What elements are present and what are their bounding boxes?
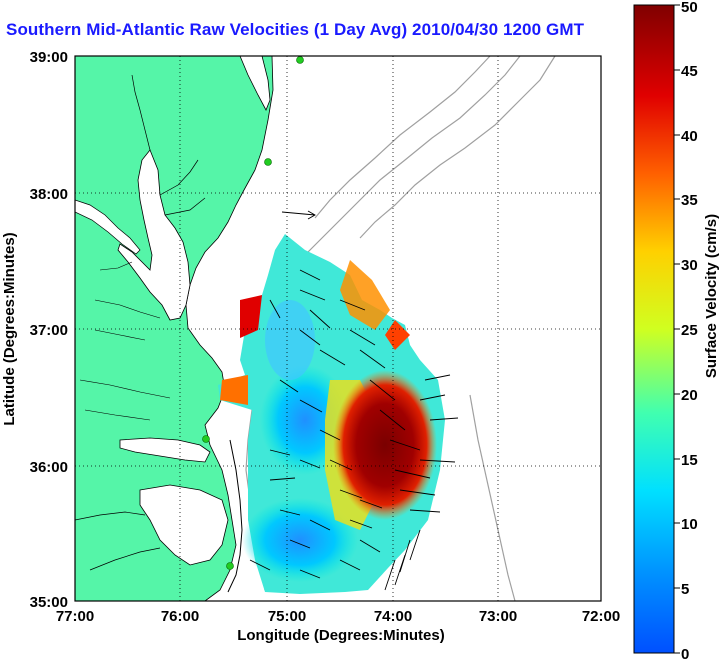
x-tick-label: 74:00 <box>374 608 412 625</box>
radar-stations <box>202 56 304 570</box>
colorbar-tick-label: 30 <box>681 257 698 274</box>
pamlico-sound <box>139 484 229 566</box>
upper-bay-river <box>131 74 206 216</box>
y-tick-label: 37:00 <box>30 322 68 339</box>
colorbar-tick-label: 50 <box>681 0 698 16</box>
land-mass <box>75 56 274 601</box>
station-marker <box>226 562 234 570</box>
station-marker <box>202 435 210 443</box>
x-tick-label: 76:00 <box>161 608 199 625</box>
colorbar-tick-label: 20 <box>681 387 698 404</box>
coastline-detail <box>79 261 171 421</box>
x-tick-label: 72:00 <box>582 608 620 625</box>
albemarle-sound <box>119 437 211 463</box>
map-title: Southern Mid-Atlantic Raw Velocities (1 … <box>6 20 585 39</box>
x-tick-label: 77:00 <box>56 608 94 625</box>
velocity-field <box>218 234 445 594</box>
colorbar-tick-label: 25 <box>681 322 698 339</box>
x-tick-labels: 77:00 76:00 75:00 74:00 73:00 72:00 <box>56 608 620 625</box>
colorbar-ticks <box>674 4 680 654</box>
colorbar-title: Surface Velocity (cm/s) <box>703 214 720 378</box>
station-marker <box>264 158 272 166</box>
x-axis-title: Longitude (Degrees:Minutes) <box>237 627 445 644</box>
plot-frame <box>74 55 602 602</box>
colorbar-tick-label: 35 <box>681 192 698 209</box>
colorbar-tick-label: 15 <box>681 452 698 469</box>
colorbar: 0 5 10 15 20 25 30 35 40 45 50 Surface V… <box>633 0 720 659</box>
colorbar-tick-label: 40 <box>681 128 698 145</box>
y-tick-label: 38:00 <box>30 186 68 203</box>
x-tick-label: 75:00 <box>268 608 306 625</box>
y-tick-label: 39:00 <box>30 49 68 66</box>
station-marker <box>296 56 304 64</box>
pamlico-river <box>75 511 161 571</box>
current-arrows <box>249 210 459 591</box>
y-tick-labels: 35:00 36:00 37:00 38:00 39:00 <box>30 49 68 611</box>
delaware-bay <box>239 56 271 111</box>
y-axis-title: Latitude (Degrees:Minutes) <box>1 232 18 425</box>
chesapeake-bay <box>117 149 191 321</box>
potomac-river <box>75 199 141 255</box>
colorbar-tick-label: 10 <box>681 516 698 533</box>
colorbar-tick-label: 0 <box>681 646 689 659</box>
x-tick-label: 73:00 <box>479 608 517 625</box>
colorbar-gradient <box>633 4 675 654</box>
colorbar-tick-label: 45 <box>681 63 698 80</box>
barrier-islands <box>227 439 243 593</box>
grid-lines <box>75 56 601 601</box>
y-tick-label: 35:00 <box>30 594 68 611</box>
colorbar-tick-label: 5 <box>681 581 689 598</box>
y-tick-label: 36:00 <box>30 459 68 476</box>
